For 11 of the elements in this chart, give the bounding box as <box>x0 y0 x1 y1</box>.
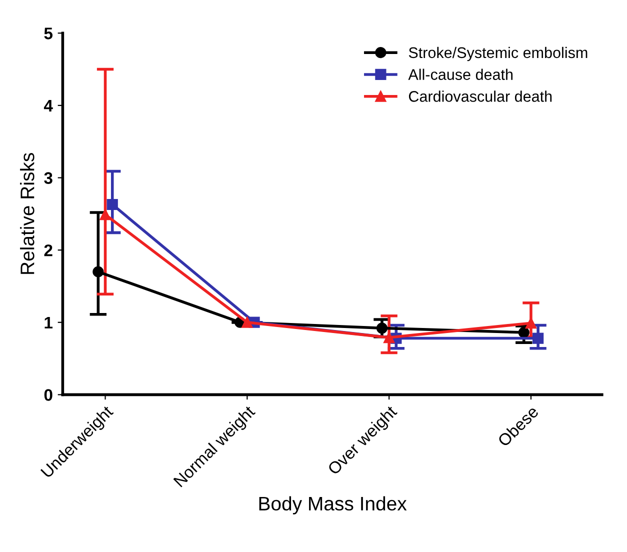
y-tick-label: 3 <box>44 172 52 184</box>
y-tick-label: 5 <box>44 28 53 40</box>
legend-label: All-cause death <box>408 68 513 80</box>
y-tick-label: 1 <box>44 316 53 328</box>
y-tick-label: 2 <box>44 244 52 256</box>
legend-label: Stroke/Systemic embolism <box>408 46 588 62</box>
y-tick-label: 4 <box>44 100 53 112</box>
legend-label: Cardiovascular death <box>408 90 552 102</box>
y-axis-title: Relative Risks <box>20 153 34 274</box>
x-axis-title: Body Mass Index <box>259 496 407 514</box>
y-tick-label: 0 <box>44 389 52 401</box>
